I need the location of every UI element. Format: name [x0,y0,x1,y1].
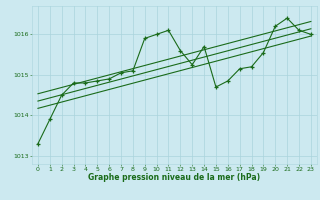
X-axis label: Graphe pression niveau de la mer (hPa): Graphe pression niveau de la mer (hPa) [88,173,260,182]
